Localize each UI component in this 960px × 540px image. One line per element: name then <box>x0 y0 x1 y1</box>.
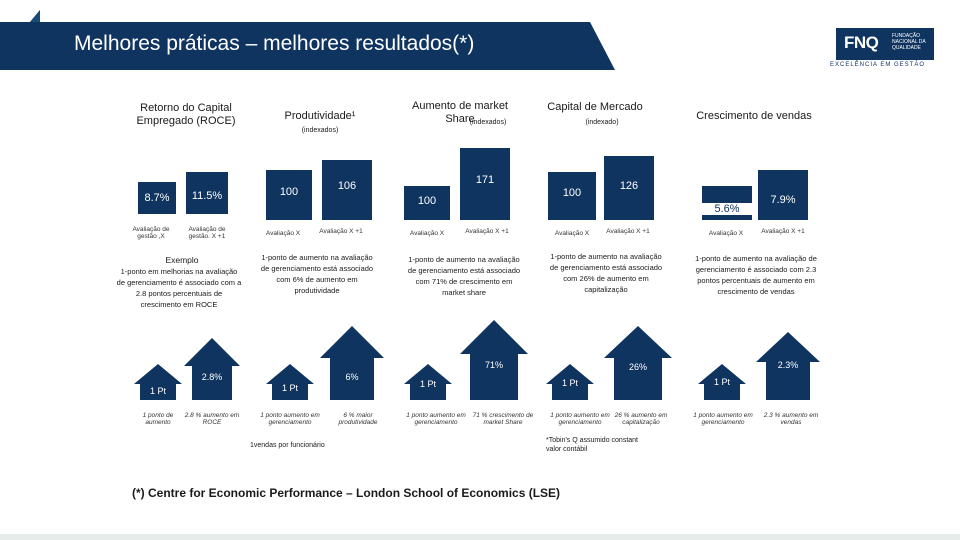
col1-arrow-left-label: 1 Pt <box>149 386 166 396</box>
col2-bar2 <box>322 160 372 220</box>
col3-arrow-left-label: 1 Pt <box>419 379 436 389</box>
col5-arrow-right-label: 2.3% <box>777 360 799 370</box>
col5-description: 1-ponto de aumento na avaliação de geren… <box>695 254 817 296</box>
col3-bar1-value: 100 <box>417 195 437 207</box>
col2-bar2-value: 106 <box>337 180 357 192</box>
col1-arrow-right-caption: 2.8 % aumento em ROCE <box>184 412 240 426</box>
col5-bar2 <box>758 170 808 220</box>
col1-bar1-value: 8.7% <box>144 192 170 204</box>
col2-axis1: Avaliação X <box>265 230 301 237</box>
col1-bar1 <box>138 182 176 214</box>
col1-arrow-left-caption: 1 ponto de aumento <box>142 412 174 426</box>
col2-title: Produtividade¹ <box>284 110 356 122</box>
col3-arrow-left-caption: 1 ponto aumento em gerenciamento <box>406 412 466 426</box>
col5-axis1: Avaliação X <box>708 230 744 237</box>
col1-example-heading: Exemplo <box>165 255 199 265</box>
col5-axis2: Avaliação X +1 <box>761 228 805 235</box>
col3-bar2-value: 171 <box>475 174 495 186</box>
col4-bar1-value: 100 <box>562 187 582 199</box>
col4-axis2: Avaliação X +1 <box>606 228 650 235</box>
col4-arrow-right-label: 26% <box>628 362 647 372</box>
fnq-logo: FNQ FUNDAÇÃO NACIONAL DA QUALIDADE <box>836 28 934 60</box>
col4-title: Capital de Mercado <box>547 101 643 113</box>
col4-bar2-value: 126 <box>619 180 639 192</box>
col1-description: 1-ponto em melhorias na avaliação de ger… <box>116 267 242 309</box>
logo-tagline: EXCELÊNCIA EM GESTÃO <box>830 62 926 68</box>
col1-bar2-value: 11.5% <box>191 190 223 202</box>
col2-bar1-value: 100 <box>279 186 299 198</box>
col5-bar1-value: 5.6% <box>702 203 752 215</box>
col2-subtitle: (indexados) <box>301 127 339 134</box>
col2-arrow-right-caption: 6 % maior produtividade <box>338 412 378 426</box>
col3-title: Aumento de market Share <box>412 100 508 125</box>
col1-bar2 <box>186 172 228 214</box>
logo-text: FNQ <box>844 33 879 52</box>
col3-subtitle: (indexados) <box>469 119 507 126</box>
col5-arrow-right-caption: 2.3 % aumento em vendas <box>763 412 819 426</box>
col1-axis1: Avaliação de gestão ,X <box>132 226 170 240</box>
col2-arrow-left-caption: 1 ponto aumento em gerenciamento <box>260 412 320 426</box>
col4-note: *Tobin's Q assumido constant valor contá… <box>546 437 638 453</box>
col1-axis2: Avaliação de gestão. X +1 <box>188 226 226 240</box>
col1-arrow-big <box>184 338 240 400</box>
col4-bar2 <box>604 156 654 220</box>
col5-arrow-left-caption: 1 ponto aumento em gerenciamento <box>693 412 753 426</box>
col3-arrow-right-label: 71% <box>484 360 503 370</box>
col2-bar1 <box>266 170 312 220</box>
col2-description: 1-ponto de aumento na avaliação de geren… <box>260 253 374 295</box>
col4-arrow-left-label: 1 Pt <box>561 378 578 388</box>
col2-arrow-big <box>320 326 384 400</box>
col4-arrow-right-caption: 26 % aumento em capitalização <box>614 412 668 426</box>
page-title: Melhores práticas – melhores resultados(… <box>74 32 475 55</box>
col3-bar1 <box>404 186 450 220</box>
col2-arrow-right-label: 6% <box>345 372 359 382</box>
col3-bar2 <box>460 148 510 220</box>
col5-title: Crescimento de vendas <box>696 110 812 122</box>
col5-bar2-value: 7.9% <box>770 194 796 206</box>
col3-arrow-right-caption: 71 % crescimento de market Share <box>472 412 534 426</box>
col5-arrow-left-label: 1 Pt <box>713 377 730 387</box>
col3-axis1: Avaliação X <box>409 230 445 237</box>
col2-note: 1vendas por funcionário <box>250 442 325 449</box>
col2-axis2: Avaliação X +1 <box>319 228 363 235</box>
col4-arrow-left-caption: 1 ponto aumento em gerenciamento <box>550 412 610 426</box>
footnote: (*) Centre for Economic Performance – Lo… <box>132 486 561 500</box>
col3-axis2: Avaliação X +1 <box>465 228 509 235</box>
header-banner <box>0 0 960 80</box>
logo-subtitle: FUNDAÇÃO NACIONAL DA QUALIDADE <box>892 33 926 51</box>
col4-axis1: Avaliação X <box>554 230 590 237</box>
col4-bar1 <box>548 172 596 220</box>
col2-arrow-small <box>266 364 314 400</box>
col1-arrow-right-label: 2.8% <box>201 372 223 382</box>
col4-description: 1-ponto de aumento na avaliação de geren… <box>549 252 663 294</box>
col2-arrow-left-label: 1 Pt <box>281 383 298 393</box>
col3-description: 1-ponto de aumento na avaliação de geren… <box>407 255 521 297</box>
col1-title: Retorno do Capital Empregado (ROCE) <box>136 102 236 127</box>
bottom-divider <box>0 534 960 540</box>
col4-subtitle: (indexado) <box>585 119 619 126</box>
